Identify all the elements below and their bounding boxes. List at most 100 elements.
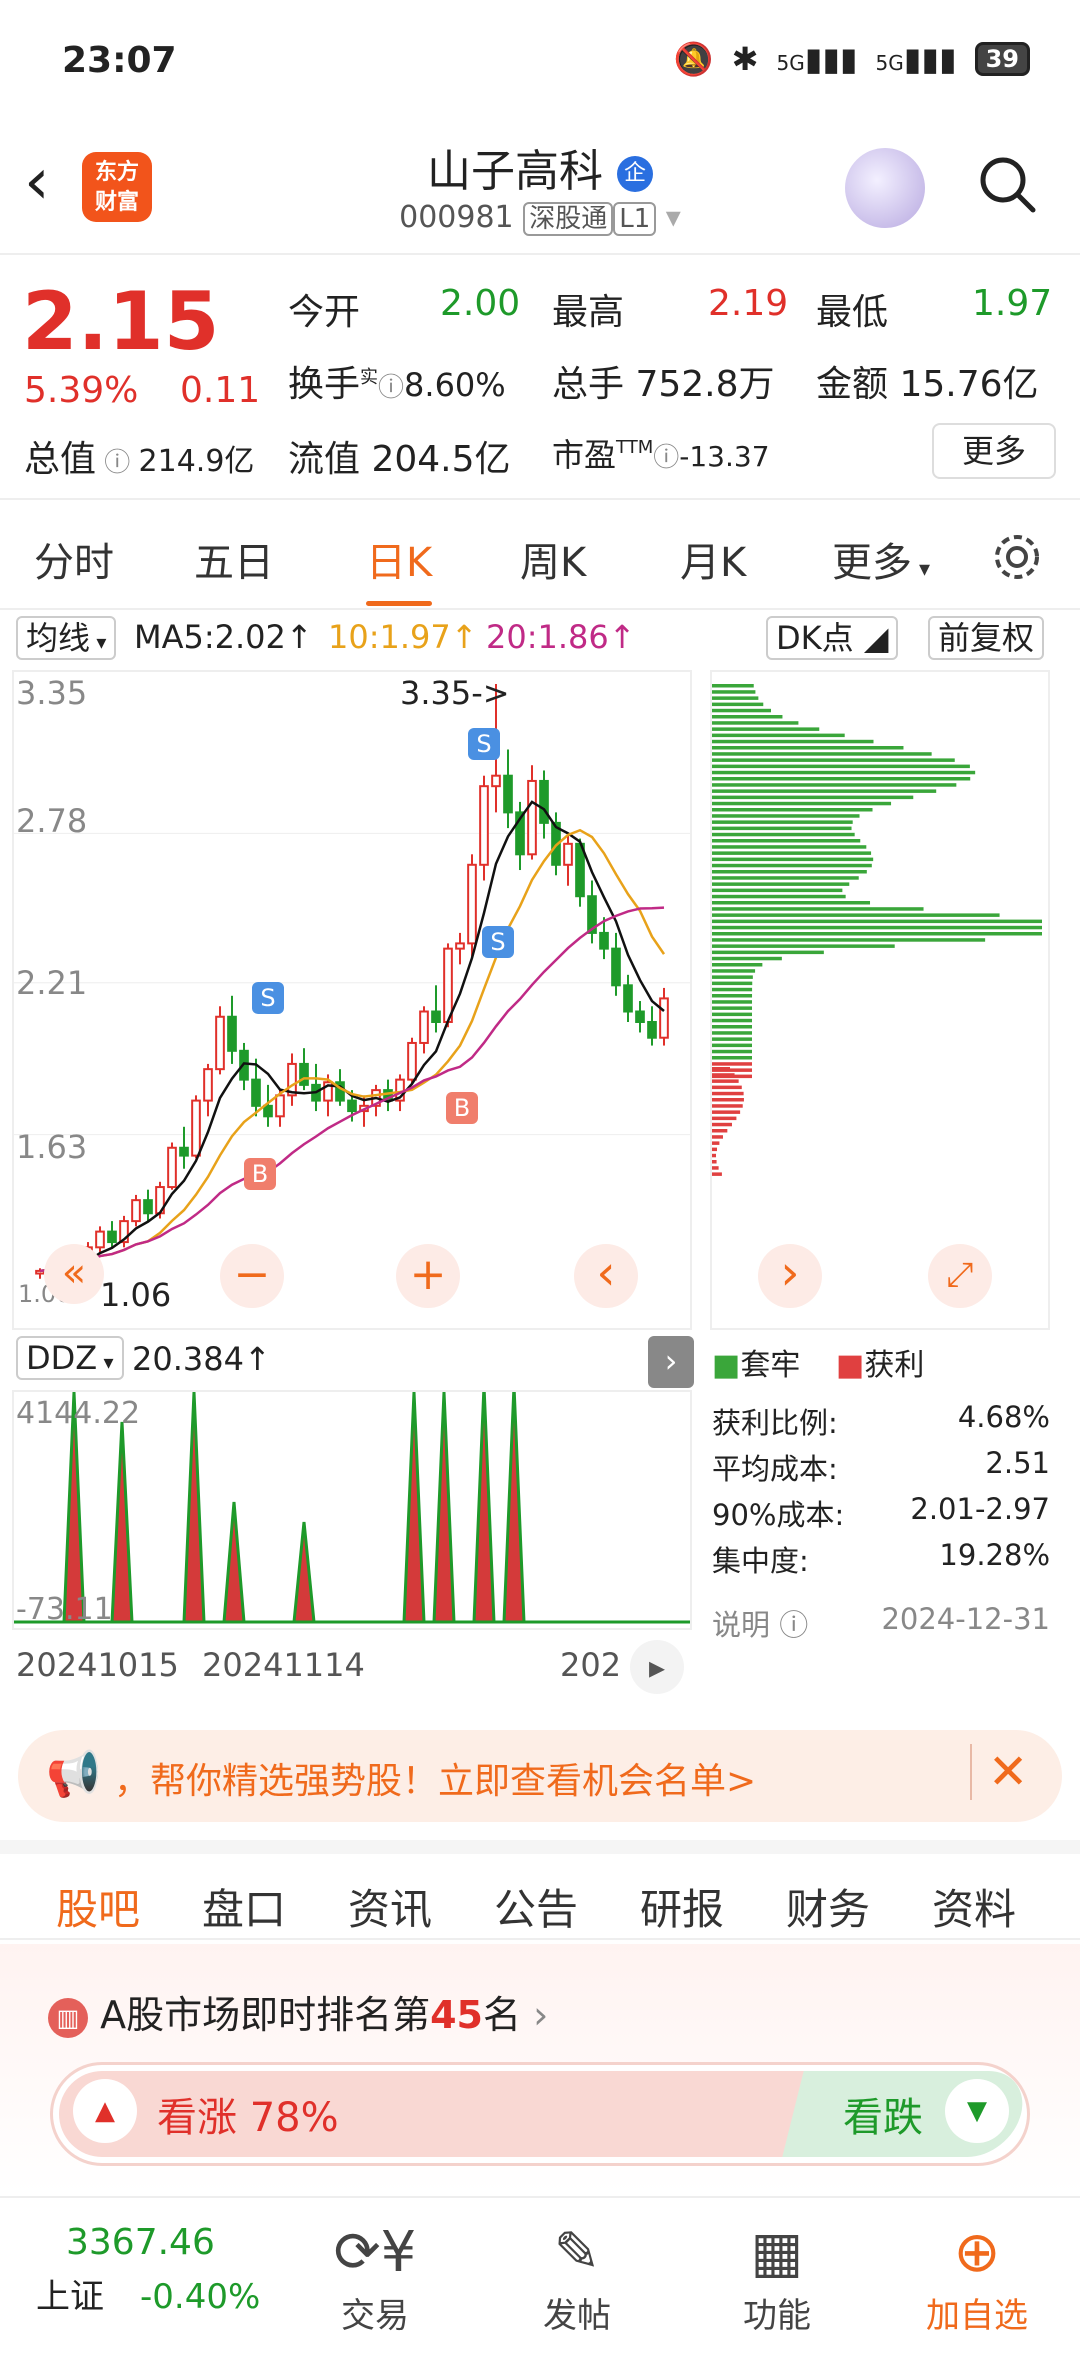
ddz-chart[interactable]: 4144.22 -73.11 [12,1390,692,1630]
chip-distribution[interactable]: › ⤢ [710,670,1050,1330]
nav-post[interactable]: ✎ 发帖 [512,2218,642,2337]
search-icon[interactable] [975,152,1039,216]
scroll-right-button[interactable]: › [758,1244,822,1308]
dk-point-button[interactable]: DK点 ◢ [766,616,899,660]
stock-code-row[interactable]: 000981 深股通 L1 ▾ [0,198,1080,236]
tab-news[interactable]: 资讯 [348,1885,433,1934]
y-label-4: 1.63 [16,1128,88,1166]
scroll-start-button[interactable]: « [44,1244,104,1304]
candle [623,984,633,1013]
promo-banner[interactable]: 📢 ，帮你精选强势股！立即查看机会名单> ✕ [18,1730,1062,1822]
play-icon[interactable]: ▸ [630,1640,684,1694]
tab-finance[interactable]: 财务 [786,1885,871,1934]
expand-panel-icon[interactable]: › [648,1336,694,1388]
kline-chart[interactable]: 3.35 2.78 2.21 1.63 3.35-> 1.00 1.06 S S… [12,670,692,1330]
kline-svg[interactable] [14,672,690,1328]
tab-intraday[interactable]: 分时 [34,540,114,586]
low-annotation: 1.06 [100,1276,172,1314]
candle [167,1146,177,1189]
more-button[interactable]: 更多 [932,423,1056,479]
bull-label[interactable]: 看涨 78% [157,2095,339,2141]
adjust-selector[interactable]: 前复权 [928,616,1045,660]
zoom-out-button[interactable]: − [220,1244,284,1308]
nav-trade[interactable]: ⟳¥ 交易 [310,2218,440,2337]
chip-bar [712,907,924,911]
chip-bar [712,777,971,781]
candle [599,931,609,950]
chip-bar [712,1006,753,1010]
tab-weekly-k[interactable]: 周K [520,540,587,586]
legend-trapped: ■套牢 [712,1348,801,1383]
chip-bar [712,1085,742,1090]
index-ticker[interactable]: 3367.46 上证 -0.40% [36,2222,276,2318]
level-tag: L1 [613,202,657,236]
tab-profile[interactable]: 资料 [932,1885,1017,1934]
current-price: 2.15 [22,275,220,368]
high-label: 最高 [552,292,625,333]
bear-arrow-icon[interactable]: ▼ [945,2079,1009,2143]
rank-row[interactable]: ▥ A股市场即时排名第45名 › [48,1984,548,2039]
bull-arrow-icon[interactable]: ▲ [73,2079,137,2143]
content-tabs: 股吧 盘口 资讯 公告 研报 财务 资料 [0,1840,1080,1957]
pe-row: 市盈TTMⓘ-13.37 [552,436,770,474]
settings-gear-icon[interactable] [990,530,1044,584]
chip-bar [712,1147,717,1152]
chip-bar [712,1056,752,1060]
chip-bar [712,1037,753,1041]
nav-functions[interactable]: ▦ 功能 [712,2218,842,2337]
sell-signal-icon[interactable]: S [252,982,284,1014]
bear-label[interactable]: 看跌 [843,2095,923,2141]
tab-daily-k[interactable]: 日K [366,530,433,606]
chip-bar [712,1116,737,1121]
candle [251,1078,261,1107]
candle [179,1146,189,1157]
index-change: -0.40% [140,2277,261,2317]
candle [119,1220,129,1244]
bottom-nav: 3367.46 上证 -0.40% ⟳¥ 交易 ✎ 发帖 ▦ 功能 ⊕ 加自选 [0,2196,1080,2376]
ddz-selector[interactable]: DDZ ▾ [16,1336,124,1380]
status-icons: 🔕 ✱ 5G▮▮▮ 5G▮▮▮ 39 [674,40,1030,78]
expand-icon[interactable]: ⤢ [928,1244,992,1308]
buy-signal-icon[interactable]: B [446,1092,478,1124]
tab-monthly-k[interactable]: 月K [680,540,747,586]
date-axis: 20241015 20241114 202 ▸ [12,1640,692,1710]
sell-signal-icon[interactable]: S [482,926,514,958]
tab-research[interactable]: 研报 [640,1885,725,1934]
dist-note-row[interactable]: 说明 ⓘ 2024-12-31 [712,1602,1050,1642]
zoom-in-button[interactable]: + [396,1244,460,1308]
app-logo[interactable]: 东方 财富 [82,152,152,222]
chip-bar [712,758,955,762]
sell-signal-icon[interactable]: S [468,728,500,760]
chip-bar [712,832,855,837]
back-icon[interactable]: ‹ [24,145,50,219]
chip-bar [712,820,853,824]
high-value: 2.19 [708,283,789,324]
y-label-3: 2.21 [16,964,88,1002]
chip-bar [712,783,957,787]
chip-bar [712,888,843,893]
date-label-2: 20241114 [202,1646,365,1684]
assistant-avatar-icon[interactable] [845,148,925,228]
mktcap-row: 总值 ⓘ 214.9亿 [24,439,255,480]
ma-selector[interactable]: 均线 ▾ [16,616,117,660]
stock-code: 000981 [399,200,514,235]
nav-add-watchlist[interactable]: ⊕ 加自选 [912,2218,1042,2337]
stat-profit-ratio: 获利比例: 4.68% [712,1400,1050,1440]
low-label: 最低 [816,292,889,333]
tab-five-day[interactable]: 五日 [194,540,274,586]
tab-announcements[interactable]: 公告 [494,1885,579,1934]
grid-icon: ▦ [750,2220,804,2285]
close-icon[interactable]: ✕ [970,1744,1028,1800]
dropdown-icon[interactable]: ▾ [665,200,681,235]
tab-pankou[interactable]: 盘口 [202,1885,287,1934]
ddz-spike [292,1521,316,1624]
chip-distribution-svg [712,684,1042,1176]
chip-bar [712,1104,743,1108]
candle [203,1068,213,1102]
buy-signal-icon[interactable]: B [244,1158,276,1190]
tab-guba[interactable]: 股吧 [56,1876,141,1957]
chip-bar [712,845,867,849]
scroll-left-button[interactable]: ‹ [574,1244,638,1308]
tab-more[interactable]: 更多 ▾ [832,540,931,586]
candle [659,997,669,1039]
